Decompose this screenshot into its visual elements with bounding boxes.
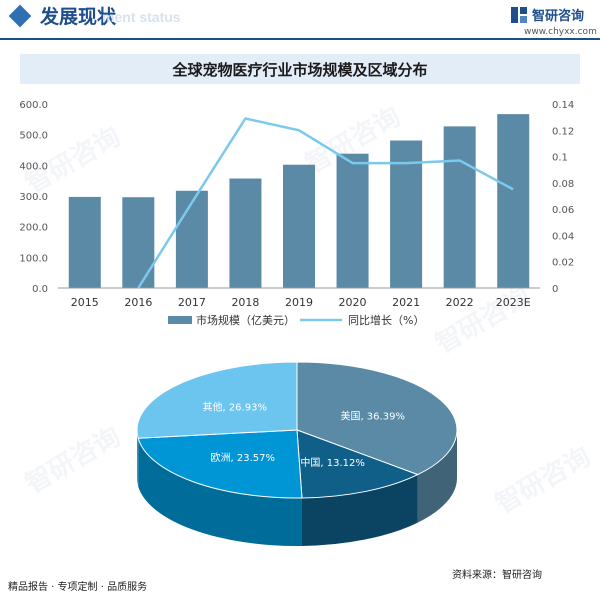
y-tick-label: 0.0 xyxy=(32,284,48,295)
brand-name: 智研咨询 xyxy=(532,9,585,24)
bar xyxy=(229,178,262,288)
bar xyxy=(175,190,208,288)
y2-tick-label: 0.14 xyxy=(552,100,574,111)
x-tick-label: 2016 xyxy=(124,296,152,309)
brand-logo-icon xyxy=(511,7,527,23)
pie-slice-side xyxy=(301,474,418,546)
y-tick-label: 200.0 xyxy=(19,223,48,234)
y-tick-label: 100.0 xyxy=(19,253,48,264)
x-tick-label: 2021 xyxy=(392,296,420,309)
y2-tick-label: 0.02 xyxy=(552,258,574,269)
page-header: 发展现状 ment status 智研咨询 www.chyxx.com xyxy=(0,0,600,40)
bar xyxy=(390,140,423,288)
brand-url: www.chyxx.com xyxy=(524,27,597,37)
pie-data-label: 美国, 36.39% xyxy=(340,409,405,422)
pie-slice-side xyxy=(417,430,457,523)
pie-data-label: 中国, 13.12% xyxy=(300,456,365,469)
footer-tagline: 精品报告 · 专项定制 · 品质服务 xyxy=(8,582,148,593)
y2-tick-label: 0.04 xyxy=(552,231,574,242)
source-note: 资料来源：智研咨询 xyxy=(452,570,542,581)
pie-slice xyxy=(136,361,298,439)
bar xyxy=(443,126,476,289)
x-tick-label: 2017 xyxy=(178,296,206,309)
chart-title: 全球宠物医疗行业市场规模及区域分布 xyxy=(172,61,428,79)
y2-tick-label: 0.06 xyxy=(552,205,574,216)
pie-slice-side xyxy=(137,430,139,487)
legend-swatch-bar xyxy=(168,316,192,324)
legend-label-bar: 市场规模（亿美元） xyxy=(196,313,295,327)
bar xyxy=(283,164,315,288)
bar xyxy=(336,153,369,288)
x-tick-label: 2019 xyxy=(285,296,313,309)
x-tick-label: 2023E xyxy=(496,296,531,309)
y2-tick-label: 0 xyxy=(552,284,558,295)
pie-slice xyxy=(296,429,420,499)
y2-tick-label: 0.08 xyxy=(552,179,574,190)
y2-tick-label: 0.12 xyxy=(552,126,574,137)
bar xyxy=(122,197,155,288)
pie-slice-side xyxy=(138,438,302,546)
x-tick-label: 2015 xyxy=(71,296,99,309)
y-tick-label: 300.0 xyxy=(19,192,48,203)
chart-title-band: 全球宠物医疗行业市场规模及区域分布 xyxy=(20,54,580,84)
bar-line-chart: 0.0 100.0 200.0 300.0 400.0 500.0 600.0 0 0.02 0.… xyxy=(19,100,574,327)
y-tick-label: 500.0 xyxy=(19,131,48,142)
header-rule xyxy=(0,38,600,40)
y-tick-label: 600.0 xyxy=(19,100,48,111)
pie-data-label: 其他, 26.93% xyxy=(202,401,267,414)
section-title: 发展现状 xyxy=(40,6,117,28)
x-tick-label: 2022 xyxy=(446,296,474,309)
growth-line xyxy=(137,117,514,289)
bar xyxy=(497,114,530,289)
pie-chart: 美国, 36.39% 中国, 13.12% 欧洲, 23.57% 其他, 26.93% xyxy=(136,361,458,546)
pie-slice xyxy=(137,429,303,499)
diamond-icon xyxy=(8,4,32,28)
section-subtitle: ment status xyxy=(102,9,181,25)
y-tick-label: 400.0 xyxy=(19,161,48,172)
x-tick-label: 2020 xyxy=(339,296,367,309)
legend-label-line: 同比增长（%） xyxy=(348,313,424,327)
y2-tick-label: 0.1 xyxy=(552,153,568,164)
pie-slice xyxy=(296,361,458,476)
bar xyxy=(68,196,101,288)
pie-data-label: 欧洲, 23.57% xyxy=(211,452,276,464)
x-tick-label: 2018 xyxy=(231,296,259,309)
